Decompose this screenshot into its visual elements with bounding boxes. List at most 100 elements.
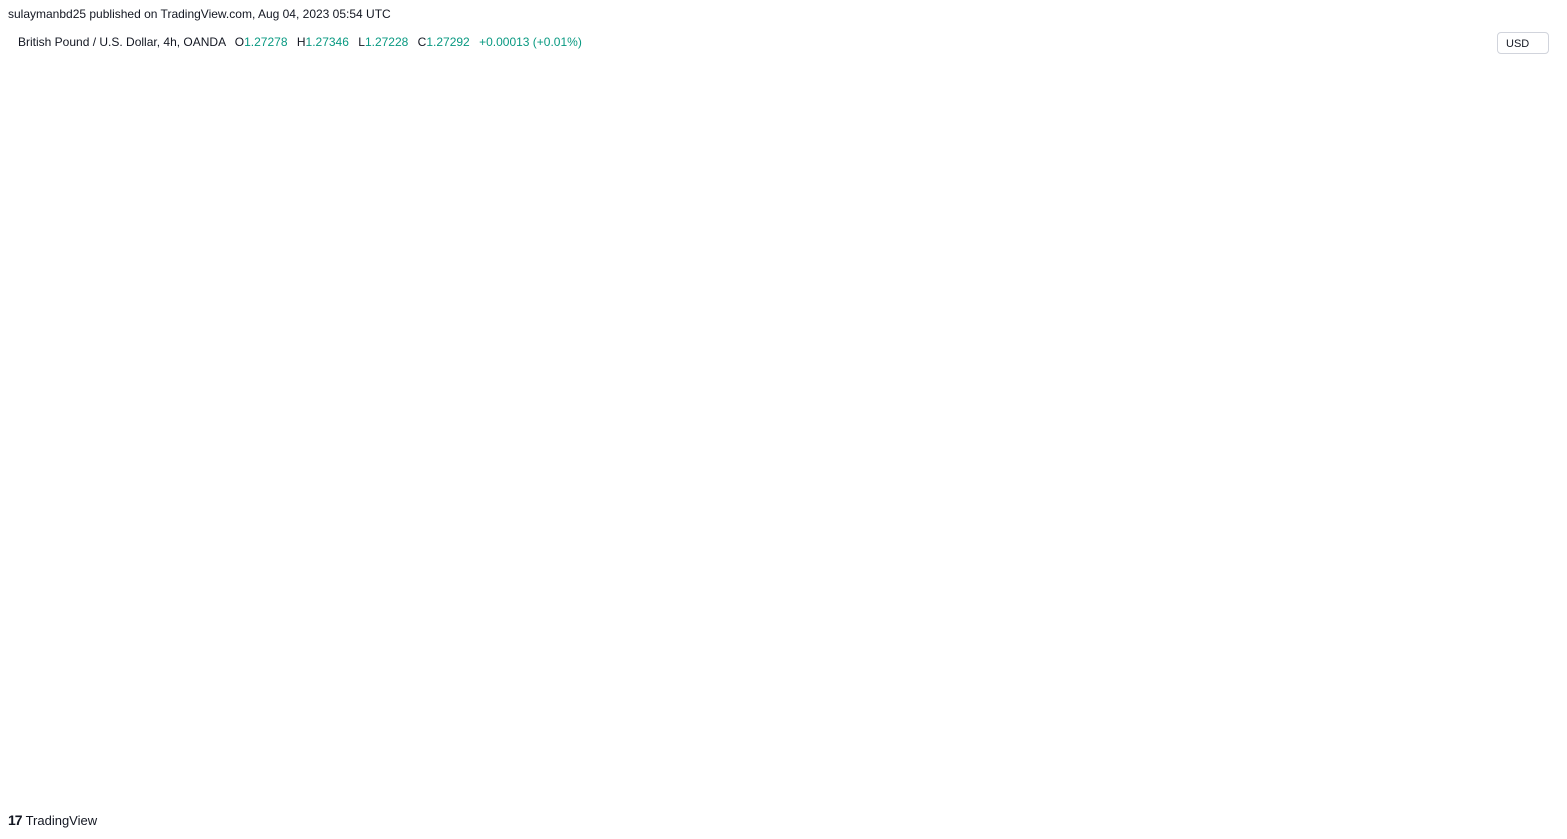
candle [595, 315, 600, 354]
candle [975, 491, 980, 533]
candle-body [690, 188, 695, 204]
candle [610, 300, 615, 331]
candle [187, 592, 192, 649]
y-tick-label: 1.31000 [1503, 184, 1543, 196]
candle-body [318, 450, 323, 477]
candle [939, 420, 944, 454]
candle-body [544, 426, 549, 467]
candle [179, 633, 184, 676]
candle [216, 577, 221, 619]
candle-body [19, 674, 24, 705]
price-tag-countdown: 03:05:36 [1503, 475, 1542, 486]
price-tag-value: 1.27292 [1502, 461, 1542, 473]
time-axis[interactable]: Jun 12 19 26 Jul 10 17 24 Aug 13:00 14 21 13:00 Sep [0, 775, 1567, 804]
y-tick-label: 1.30500 [1503, 221, 1543, 233]
support-zone[interactable] [501, 545, 1256, 568]
candle-body [917, 388, 922, 398]
candle [793, 360, 798, 398]
candle-body [157, 685, 162, 711]
candle [165, 681, 170, 716]
candle-body [128, 627, 133, 675]
candle-body [282, 390, 287, 404]
candle [11, 662, 17, 711]
candle [603, 293, 608, 335]
flag-ring [1006, 751, 1030, 775]
candle [544, 420, 549, 473]
candle-body [712, 233, 717, 268]
candle-body [347, 474, 352, 488]
candle-body [26, 704, 31, 742]
candle-body [106, 642, 111, 661]
candle-body [457, 491, 462, 499]
brand-label: TradingView [25, 812, 98, 828]
candle [771, 367, 776, 398]
candle [1011, 461, 1017, 471]
candle [749, 319, 754, 365]
candle [479, 479, 484, 507]
candle [501, 476, 506, 503]
y-tick-label: 1.28000 [1503, 408, 1543, 420]
candle [902, 358, 907, 385]
candle-body [99, 660, 104, 690]
tradingview-logo[interactable]: 17 TradingView [8, 812, 97, 828]
candle [720, 259, 725, 309]
candle-body [924, 397, 929, 419]
projection-path [1000, 162, 1379, 567]
candle-body [866, 367, 871, 421]
candle-body [756, 349, 761, 357]
candle-body [464, 498, 469, 518]
candle-body [887, 361, 892, 382]
candle-body [785, 381, 790, 395]
candle [909, 361, 914, 395]
arrowhead-branch [1130, 160, 1144, 177]
candle-body [734, 311, 739, 330]
zones-layer [501, 156, 1402, 568]
currency-button[interactable]: USD [1497, 32, 1549, 54]
candle [150, 677, 155, 708]
candle [844, 270, 849, 320]
candle-body [289, 403, 294, 427]
candle-body [33, 741, 38, 753]
candle [924, 393, 929, 428]
chart-legend: British Pound / U.S. Dollar, 4h, OANDA O… [18, 35, 582, 49]
candle-body [201, 603, 206, 637]
x-tick-label: 10 [646, 784, 658, 796]
candle-body [92, 689, 97, 723]
mid-zone[interactable] [593, 387, 1313, 409]
candle-body [552, 382, 557, 427]
resistance-zone[interactable] [688, 156, 1402, 177]
candle-body [807, 382, 812, 402]
candle-body [187, 599, 192, 641]
candle-body [617, 274, 622, 320]
candle [530, 450, 535, 477]
candle [376, 442, 381, 473]
candle [84, 675, 89, 734]
candle [194, 588, 199, 615]
candle-body [931, 418, 936, 449]
us-flag-icon[interactable] [1006, 751, 1030, 775]
candle-body [851, 276, 856, 309]
candle [121, 603, 126, 634]
candle-body [588, 345, 593, 367]
candle [712, 227, 717, 275]
candle [296, 412, 301, 447]
change-value: +0.00013 (+0.01%) [479, 35, 582, 49]
candle [106, 636, 111, 675]
candle [41, 741, 46, 772]
candle-body [362, 466, 367, 479]
candle-body [11, 674, 17, 697]
candle-body [428, 532, 433, 555]
candle [274, 376, 279, 417]
price-axis[interactable]: 1.32500 1.32000 1.31500 1.31000 1.30500 1.300… [1494, 28, 1543, 800]
symbol-label[interactable]: British Pound / U.S. Dollar, 4h, OANDA [18, 35, 226, 49]
candle [406, 465, 411, 518]
candle-body [179, 640, 184, 671]
candle [566, 394, 571, 451]
candle-body [296, 421, 301, 427]
candle-body [720, 267, 725, 301]
candle [369, 459, 374, 489]
candle-body [793, 366, 798, 395]
candle-body [515, 485, 520, 509]
candle [931, 414, 936, 458]
